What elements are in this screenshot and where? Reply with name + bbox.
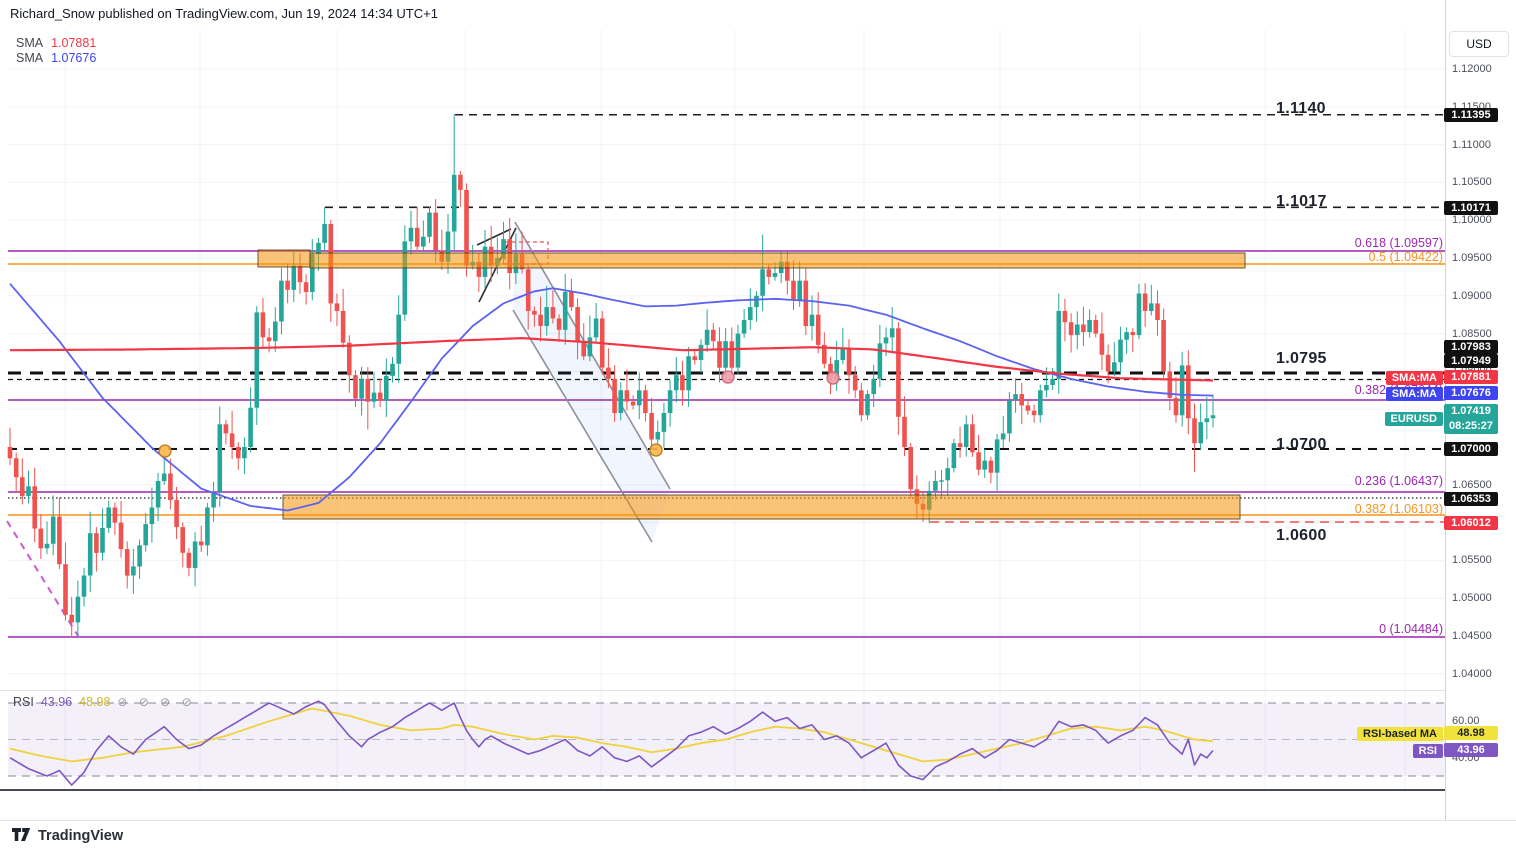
axis-price-label: 1.10171 — [1444, 201, 1498, 215]
fib-level-label: 0.5 (1.09422) — [1368, 250, 1443, 264]
sma-slow-value: 1.07676 — [51, 51, 97, 65]
axis-price-label: 1.06353 — [1444, 492, 1498, 506]
time-axis[interactable]: OctNovDec2024FebMarAprMayJunJulAug — [0, 795, 1445, 820]
series-name-badge: SMA:MA — [1385, 371, 1443, 385]
publish-header: Richard_Snow published on TradingView.co… — [10, 6, 438, 21]
pane-separator[interactable] — [0, 690, 1516, 691]
price-level-label: 1.0600 — [1276, 527, 1327, 544]
price-tick: 1.09500 — [1452, 252, 1492, 264]
axis-price-label: 1.07676 — [1444, 386, 1498, 400]
axis-price-label: 1.07000 — [1444, 442, 1498, 456]
price-tick: 1.06500 — [1452, 479, 1492, 491]
price-level-label: 1.1140 — [1276, 100, 1326, 117]
price-level-label: 1.1017 — [1276, 193, 1327, 210]
axis-price-label: 1.07949 — [1444, 354, 1498, 368]
legend-sma-slow[interactable]: SMA 1.07676 — [16, 51, 96, 65]
rsi-ma-value: 48.98 — [79, 695, 111, 709]
footer-brand: TradingView — [38, 827, 124, 844]
series-name-badge: SMA:MA — [1385, 387, 1443, 401]
price-tick: 1.12000 — [1452, 63, 1492, 75]
series-name-badge: RSI-based MA — [1357, 727, 1443, 741]
axis-price-label: 1.06012 — [1444, 516, 1498, 530]
axis-price-label: 48.98 — [1444, 726, 1498, 740]
price-chart-canvas[interactable] — [0, 0, 1445, 822]
legend-sma-fast[interactable]: SMA 1.07881 — [16, 36, 96, 50]
price-tick: 1.10500 — [1452, 176, 1492, 188]
axis-price-label: 1.07983 — [1444, 340, 1498, 354]
legend-rsi[interactable]: RSI 43.96 48.98 ⊘ ⊘ ⊘ ⊘ — [13, 695, 196, 709]
price-level-label: 1.0700 — [1276, 436, 1327, 453]
footer: TradingView — [12, 827, 123, 844]
axis-price-label: 1.07881 — [1444, 370, 1498, 384]
axis-price-label: 1.11395 — [1444, 108, 1498, 122]
time-axis-separator — [0, 789, 1516, 791]
axis-price-label: 1.07419 08:25:27 — [1444, 404, 1498, 434]
fib-level-label: 0.618 (1.09597) — [1354, 236, 1443, 250]
price-tick: 1.10000 — [1452, 214, 1492, 226]
sma-fast-label: SMA — [16, 36, 44, 50]
series-name-badge: RSI — [1412, 744, 1443, 758]
currency-toggle-button[interactable]: USD — [1449, 31, 1509, 57]
price-tick: 1.05500 — [1452, 554, 1492, 566]
fib-level-label: 0.382 (1.06103) — [1354, 502, 1443, 516]
indicator-action-icons[interactable]: ⊘ ⊘ ⊘ ⊘ — [117, 695, 196, 709]
sma-fast-value: 1.07881 — [51, 36, 97, 50]
price-tick: 1.11000 — [1452, 139, 1491, 151]
price-axis[interactable]: USD 1.12000 1.11500 1.11000 1.10500 1.10000 1… — [1444, 0, 1516, 820]
rsi-tick: 60.00 — [1452, 715, 1480, 727]
rsi-label: RSI — [13, 695, 34, 709]
price-tick: 1.08500 — [1452, 328, 1492, 340]
rsi-value: 43.96 — [40, 695, 73, 709]
series-name-badge: EURUSD — [1384, 412, 1443, 426]
fib-level-label: 0 (1.04484) — [1379, 622, 1443, 636]
fib-level-label: 0.236 (1.06437) — [1354, 474, 1443, 488]
price-tick: 1.09000 — [1452, 290, 1492, 302]
price-tick: 1.04000 — [1452, 668, 1492, 680]
price-tick: 1.05000 — [1452, 592, 1492, 604]
price-level-label: 1.0795 — [1276, 350, 1327, 367]
price-tick: 1.04500 — [1452, 630, 1492, 642]
bottom-separator — [0, 820, 1516, 821]
tradingview-logo-icon — [12, 828, 31, 841]
sma-slow-label: SMA — [16, 51, 44, 65]
axis-price-label: 43.96 — [1444, 743, 1498, 757]
